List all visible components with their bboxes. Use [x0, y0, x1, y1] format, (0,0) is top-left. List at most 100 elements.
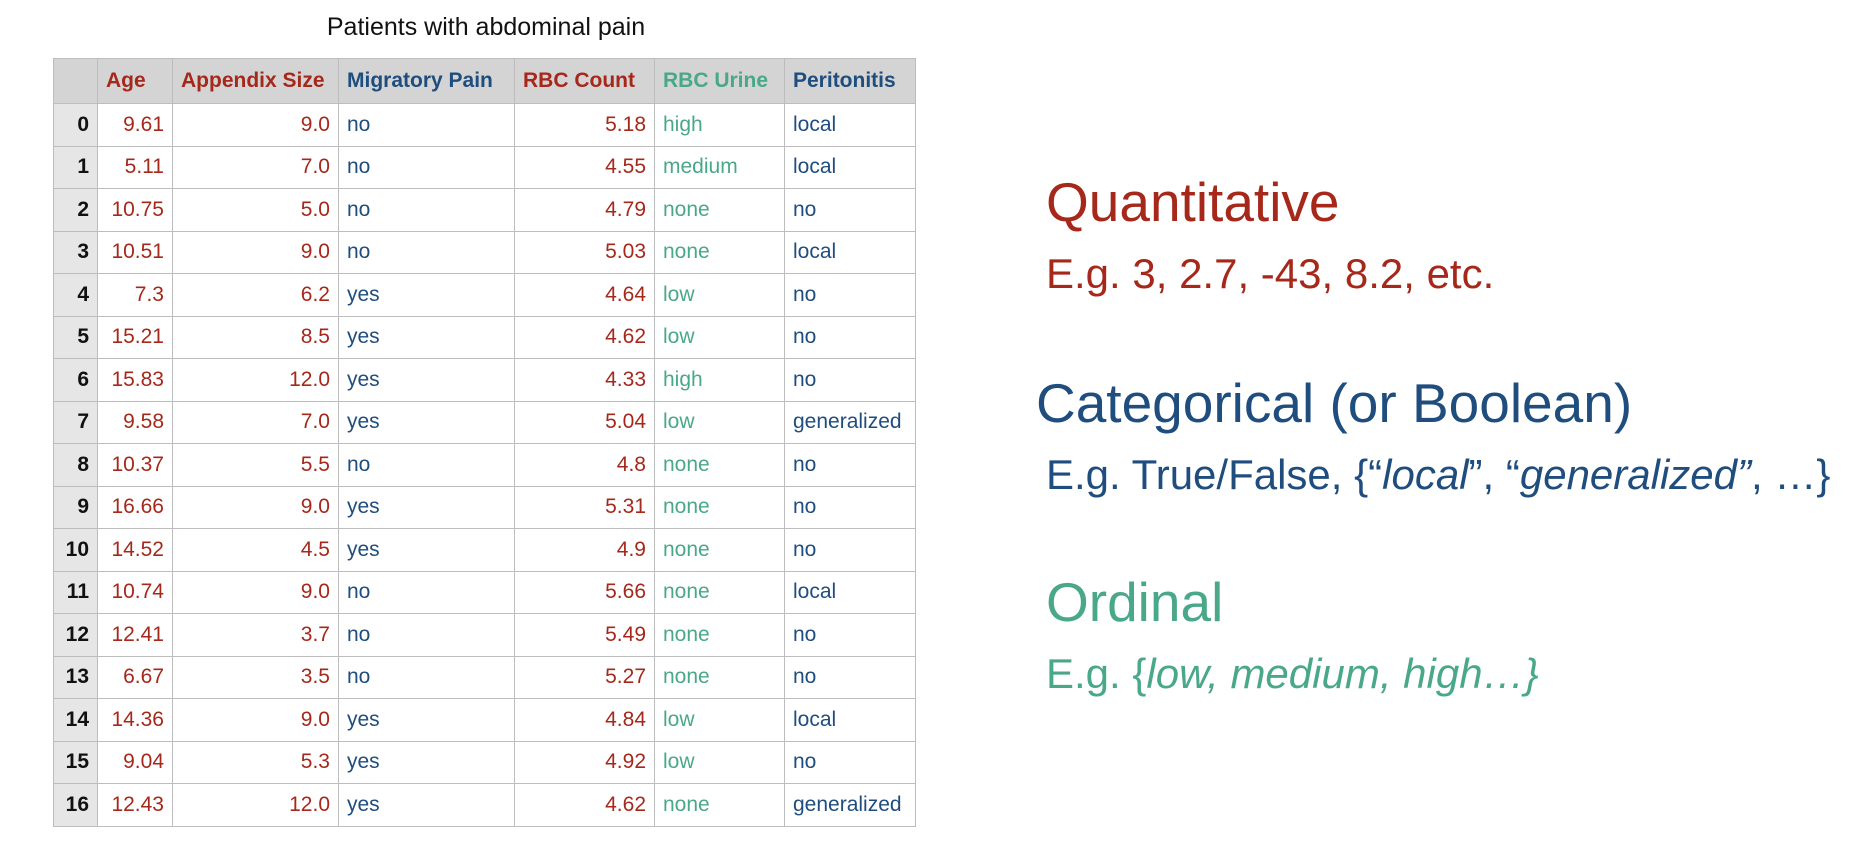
table-row: 7 9.58 7.0 yes 5.04 low generalized [53, 400, 916, 444]
cell-age: 15.21 [97, 315, 173, 359]
row-index: 15 [53, 740, 98, 784]
cell-rbc-urine: low [654, 400, 785, 444]
cell-age: 12.43 [97, 783, 173, 827]
table-row: 14 14.36 9.0 yes 4.84 low local [53, 698, 916, 742]
table-header-row: Age Appendix Size Migratory Pain RBC Cou… [53, 58, 916, 104]
cell-peritonitis: local [784, 570, 916, 614]
cell-age: 10.74 [97, 570, 173, 614]
cell-rbc-urine: high [654, 103, 785, 147]
ordinal-example-items: low, medium, high…} [1146, 650, 1539, 697]
row-index: 2 [53, 188, 98, 232]
cell-peritonitis: local [784, 145, 916, 189]
row-index: 14 [53, 698, 98, 742]
cell-age: 15.83 [97, 358, 173, 402]
cell-age: 9.61 [97, 103, 173, 147]
cell-age: 14.36 [97, 698, 173, 742]
row-index: 8 [53, 443, 98, 487]
table-row: 0 9.61 9.0 no 5.18 high local [53, 103, 916, 147]
table-row: 5 15.21 8.5 yes 4.62 low no [53, 315, 916, 359]
cell-age: 12.41 [97, 613, 173, 657]
cell-rbc-urine: low [654, 740, 785, 784]
cell-migratory-pain: no [338, 443, 515, 487]
cell-appendix-size: 3.7 [172, 613, 339, 657]
cell-rbc-urine: none [654, 188, 785, 232]
cell-rbc-urine: none [654, 528, 785, 572]
cell-migratory-pain: no [338, 570, 515, 614]
cell-appendix-size: 9.0 [172, 230, 339, 274]
column-header-migratory-pain: Migratory Pain [338, 58, 515, 104]
cell-peritonitis: no [784, 358, 916, 402]
cell-rbc-count: 5.04 [514, 400, 655, 444]
cell-peritonitis: no [784, 485, 916, 529]
cell-migratory-pain: yes [338, 315, 515, 359]
table-row: 3 10.51 9.0 no 5.03 none local [53, 230, 916, 274]
table-row: 11 10.74 9.0 no 5.66 none local [53, 570, 916, 614]
categorical-example-generalized: generalized” [1519, 451, 1752, 498]
cell-age: 9.58 [97, 400, 173, 444]
cell-appendix-size: 9.0 [172, 698, 339, 742]
patients-table: Age Appendix Size Migratory Pain RBC Cou… [53, 58, 916, 827]
table-row: 4 7.3 6.2 yes 4.64 low no [53, 273, 916, 317]
cell-rbc-count: 5.66 [514, 570, 655, 614]
row-index: 11 [53, 570, 98, 614]
cell-rbc-urine: none [654, 570, 785, 614]
row-index: 7 [53, 400, 98, 444]
cell-migratory-pain: no [338, 145, 515, 189]
cell-age: 6.67 [97, 655, 173, 699]
cell-rbc-urine: none [654, 613, 785, 657]
cell-age: 9.04 [97, 740, 173, 784]
ordinal-example: E.g. {low, medium, high…} [1046, 650, 1539, 698]
table-row: 9 16.66 9.0 yes 5.31 none no [53, 485, 916, 529]
cell-peritonitis: generalized [784, 783, 916, 827]
cell-rbc-count: 4.33 [514, 358, 655, 402]
row-index: 0 [53, 103, 98, 147]
cell-migratory-pain: yes [338, 783, 515, 827]
cell-migratory-pain: yes [338, 358, 515, 402]
cell-rbc-count: 5.27 [514, 655, 655, 699]
cell-rbc-count: 4.55 [514, 145, 655, 189]
cell-appendix-size: 7.0 [172, 145, 339, 189]
cell-migratory-pain: no [338, 103, 515, 147]
ordinal-title: Ordinal [1046, 571, 1224, 633]
cell-rbc-count: 4.92 [514, 740, 655, 784]
cell-age: 10.75 [97, 188, 173, 232]
cell-migratory-pain: yes [338, 740, 515, 784]
table-body: 0 9.61 9.0 no 5.18 high local 1 5.11 7.0 no 4.55 med… [53, 103, 916, 827]
cell-rbc-count: 4.84 [514, 698, 655, 742]
categorical-example: E.g. True/False, {“local”, “generalized”… [1046, 451, 1830, 499]
cell-rbc-urine: high [654, 358, 785, 402]
table-row: 13 6.67 3.5 no 5.27 none no [53, 655, 916, 699]
row-index: 10 [53, 528, 98, 572]
cell-rbc-count: 4.9 [514, 528, 655, 572]
cell-age: 10.51 [97, 230, 173, 274]
quantitative-title: Quantitative [1046, 171, 1340, 233]
cell-rbc-count: 4.62 [514, 315, 655, 359]
column-header-peritonitis: Peritonitis [784, 58, 916, 104]
cell-rbc-urine: low [654, 273, 785, 317]
cell-peritonitis: no [784, 740, 916, 784]
cell-peritonitis: no [784, 528, 916, 572]
table-row: 10 14.52 4.5 yes 4.9 none no [53, 528, 916, 572]
header-corner [53, 58, 98, 104]
row-index: 3 [53, 230, 98, 274]
cell-migratory-pain: yes [338, 273, 515, 317]
row-index: 9 [53, 485, 98, 529]
column-header-appendix-size: Appendix Size [172, 58, 339, 104]
cell-appendix-size: 4.5 [172, 528, 339, 572]
cell-peritonitis: no [784, 655, 916, 699]
table-row: 6 15.83 12.0 yes 4.33 high no [53, 358, 916, 402]
cell-appendix-size: 5.5 [172, 443, 339, 487]
cell-peritonitis: local [784, 103, 916, 147]
categorical-example-prefix: E.g. True/False, {“ [1046, 451, 1383, 498]
cell-peritonitis: no [784, 188, 916, 232]
cell-age: 5.11 [97, 145, 173, 189]
cell-rbc-count: 5.18 [514, 103, 655, 147]
column-header-age: Age [97, 58, 173, 104]
cell-appendix-size: 7.0 [172, 400, 339, 444]
cell-rbc-urine: none [654, 655, 785, 699]
cell-peritonitis: no [784, 273, 916, 317]
cell-migratory-pain: no [338, 188, 515, 232]
cell-appendix-size: 5.3 [172, 740, 339, 784]
cell-rbc-count: 4.62 [514, 783, 655, 827]
cell-rbc-urine: medium [654, 145, 785, 189]
